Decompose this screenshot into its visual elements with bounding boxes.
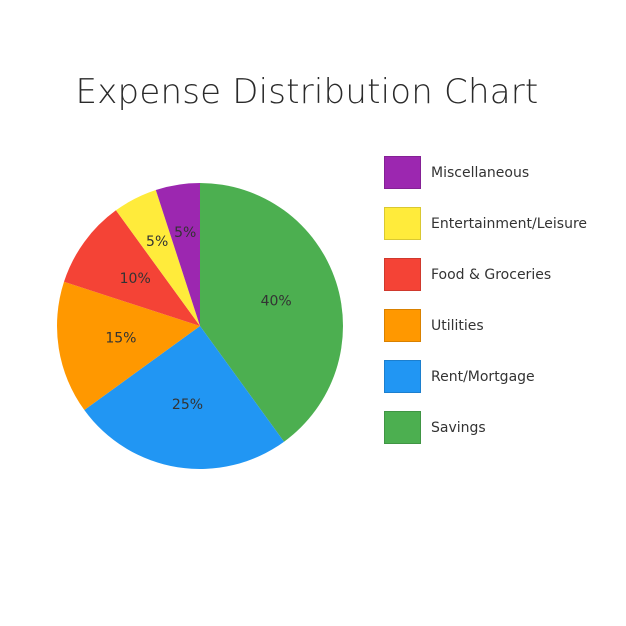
- legend-label: Rent/Mortgage: [431, 368, 535, 385]
- pie-slice-entertainment-leisure: [115, 189, 200, 326]
- legend-item: Entertainment/Leisure: [384, 206, 587, 241]
- pie-slice-utilities: [56, 281, 200, 411]
- legend-label: Entertainment/Leisure: [431, 215, 588, 232]
- legend-item: Food & Groceries: [384, 257, 587, 292]
- legend-item: Utilities: [384, 308, 587, 343]
- legend-item: Rent/Mortgage: [384, 359, 587, 394]
- legend-swatch: [384, 207, 421, 240]
- legend-swatch: [384, 309, 421, 342]
- pie-slice-savings: [200, 183, 343, 442]
- legend: Miscellaneous Entertainment/Leisure Food &…: [384, 155, 587, 461]
- slice-label: 10%: [120, 271, 151, 287]
- slice-label: 40%: [261, 293, 292, 309]
- chart-title: Expense Distribution Chart: [75, 72, 539, 112]
- pie-slice-food-groceries: [63, 210, 200, 326]
- slice-label: 25%: [172, 397, 203, 413]
- slice-label: 5%: [174, 225, 196, 241]
- legend-label: Food & Groceries: [431, 266, 552, 283]
- legend-item: Savings: [384, 410, 587, 445]
- legend-item: Miscellaneous: [384, 155, 587, 190]
- legend-swatch: [384, 156, 421, 189]
- legend-label: Miscellaneous: [431, 164, 530, 181]
- legend-label: Savings: [431, 419, 486, 436]
- legend-label: Utilities: [431, 317, 484, 334]
- slice-label: 15%: [105, 331, 136, 347]
- pie-slice-rent-mortgage: [84, 326, 285, 469]
- legend-swatch: [384, 360, 421, 393]
- legend-swatch: [384, 411, 421, 444]
- pie-slice-miscellaneous: [155, 183, 200, 326]
- slice-label: 5%: [146, 234, 168, 250]
- legend-swatch: [384, 258, 421, 291]
